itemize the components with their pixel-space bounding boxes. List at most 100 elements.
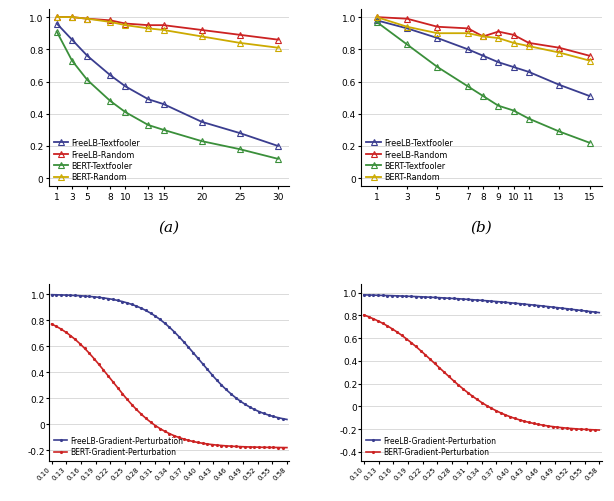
BERT-Random [495, 36, 502, 42]
BERT-Textfooler [556, 129, 563, 135]
FreeLB-Gradient-Perturbation [472, 297, 480, 303]
Legend: FreeLB-Textfooler, FreeLB-Random, BERT-Textfooler, BERT-Random: FreeLB-Textfooler, FreeLB-Random, BERT-T… [53, 138, 141, 183]
BERT-Gradient-Perturbation [553, 424, 561, 430]
BERT-Gradient-Perturbation [175, 434, 182, 440]
BERT-Textfooler [403, 43, 411, 49]
BERT-Textfooler [480, 94, 487, 100]
FreeLB-Random [106, 18, 114, 24]
BERT-Textfooler [122, 110, 129, 116]
BERT-Gradient-Perturbation [278, 445, 285, 451]
FreeLB-Gradient-Perturbation [360, 292, 368, 298]
BERT-Random [510, 41, 517, 47]
FreeLB-Textfooler [480, 54, 487, 60]
BERT-Random [556, 51, 563, 57]
BERT-Textfooler [198, 139, 205, 145]
BERT-Textfooler [525, 116, 532, 122]
BERT-Gradient-Perturbation [160, 428, 167, 434]
BERT-Gradient-Perturbation [48, 321, 55, 327]
FreeLB-Random [236, 33, 244, 39]
Line: FreeLB-Gradient-Perturbation: FreeLB-Gradient-Perturbation [362, 294, 601, 315]
FreeLB-Textfooler [84, 54, 91, 60]
Line: BERT-Textfooler: BERT-Textfooler [54, 30, 281, 162]
BERT-Gradient-Perturbation [241, 444, 248, 450]
FreeLB-Textfooler [53, 22, 60, 28]
FreeLB-Random [403, 17, 411, 23]
FreeLB-Textfooler [510, 65, 517, 71]
FreeLB-Random [510, 33, 517, 39]
FreeLB-Gradient-Perturbation [278, 415, 285, 421]
BERT-Random [373, 15, 380, 21]
FreeLB-Random [53, 15, 60, 21]
BERT-Gradient-Perturbation [472, 396, 480, 402]
BERT-Random [106, 20, 114, 26]
FreeLB-Textfooler [586, 94, 593, 100]
BERT-Textfooler [84, 78, 91, 84]
Line: FreeLB-Random: FreeLB-Random [54, 16, 281, 43]
BERT-Gradient-Perturbation [161, 428, 168, 434]
FreeLB-Random [274, 38, 282, 44]
BERT-Random [122, 23, 129, 29]
BERT-Gradient-Perturbation [188, 438, 195, 444]
FreeLB-Gradient-Perturbation [488, 299, 495, 305]
FreeLB-Textfooler [403, 27, 411, 33]
BERT-Random [480, 35, 487, 41]
FreeLB-Textfooler [106, 73, 114, 79]
BERT-Gradient-Perturbation [488, 405, 495, 411]
FreeLB-Gradient-Perturbation [283, 417, 290, 423]
Line: BERT-Gradient-Perturbation: BERT-Gradient-Perturbation [50, 323, 289, 449]
BERT-Textfooler [464, 84, 472, 90]
Line: FreeLB-Textfooler: FreeLB-Textfooler [374, 19, 593, 100]
FreeLB-Textfooler [525, 70, 532, 76]
FreeLB-Textfooler [198, 120, 205, 126]
BERT-Random [144, 27, 152, 33]
BERT-Textfooler [236, 147, 244, 153]
Legend: FreeLB-Gradient-Perturbation, BERT-Gradient-Perturbation: FreeLB-Gradient-Perturbation, BERT-Gradi… [53, 435, 184, 457]
FreeLB-Gradient-Perturbation [473, 298, 481, 304]
BERT-Textfooler [373, 20, 380, 26]
Line: BERT-Textfooler: BERT-Textfooler [374, 20, 593, 146]
Title: (a): (a) [158, 220, 180, 234]
FreeLB-Gradient-Perturbation [553, 305, 561, 311]
BERT-Textfooler [434, 65, 441, 71]
BERT-Gradient-Perturbation [283, 445, 290, 451]
BERT-Random [160, 28, 167, 34]
FreeLB-Random [144, 23, 152, 29]
Line: BERT-Gradient-Perturbation: BERT-Gradient-Perturbation [362, 314, 601, 432]
BERT-Random [434, 31, 441, 37]
BERT-Random [198, 35, 205, 41]
FreeLB-Gradient-Perturbation [48, 292, 55, 298]
BERT-Random [403, 25, 411, 31]
BERT-Textfooler [510, 108, 517, 114]
BERT-Random [586, 59, 593, 65]
FreeLB-Textfooler [68, 38, 76, 44]
FreeLB-Textfooler [274, 144, 282, 150]
FreeLB-Random [495, 30, 502, 36]
Line: BERT-Random: BERT-Random [374, 16, 593, 64]
FreeLB-Random [525, 41, 532, 47]
BERT-Random [236, 41, 244, 47]
FreeLB-Random [198, 28, 205, 34]
BERT-Random [274, 46, 282, 52]
FreeLB-Textfooler [236, 131, 244, 137]
FreeLB-Gradient-Perturbation [175, 334, 182, 340]
FreeLB-Textfooler [160, 102, 167, 108]
Line: BERT-Random: BERT-Random [54, 16, 281, 52]
FreeLB-Textfooler [434, 36, 441, 42]
FreeLB-Random [464, 27, 472, 33]
FreeLB-Random [373, 15, 380, 21]
FreeLB-Random [556, 46, 563, 52]
BERT-Random [525, 44, 532, 50]
FreeLB-Textfooler [373, 18, 380, 24]
BERT-Gradient-Perturbation [590, 427, 597, 433]
FreeLB-Random [586, 54, 593, 60]
BERT-Textfooler [68, 59, 76, 65]
FreeLB-Textfooler [144, 97, 152, 103]
BERT-Textfooler [274, 156, 282, 162]
FreeLB-Random [84, 17, 91, 23]
FreeLB-Random [160, 23, 167, 29]
BERT-Random [84, 17, 91, 23]
BERT-Textfooler [106, 99, 114, 105]
BERT-Random [464, 31, 472, 37]
FreeLB-Random [122, 22, 129, 28]
BERT-Gradient-Perturbation [473, 397, 481, 403]
